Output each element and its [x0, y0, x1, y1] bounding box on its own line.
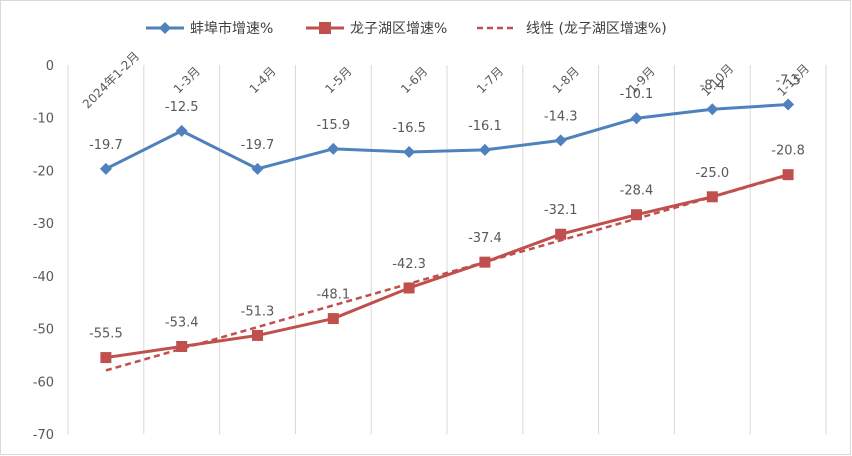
data-point-marker	[100, 352, 112, 364]
y-tick-label: -50	[33, 323, 54, 338]
data-point-marker	[403, 282, 415, 294]
x-category-label: 1-6月	[398, 64, 430, 96]
data-label: -19.7	[89, 138, 123, 153]
data-label: -8.4	[700, 78, 725, 93]
y-tick-label: -40	[33, 270, 54, 285]
x-category-label: 1-8月	[550, 64, 582, 96]
data-label: -16.5	[392, 121, 426, 136]
data-label: -7.5	[775, 74, 800, 89]
data-point-marker	[479, 256, 491, 268]
data-point-marker	[252, 329, 263, 341]
legend-label-series-2: 龙子湖区增速%	[350, 21, 447, 37]
data-point-marker	[782, 169, 794, 181]
data-point-marker	[251, 162, 264, 175]
legend: 蚌埠市增速% 龙子湖区增速% 线性 (龙子湖区增速%)	[146, 20, 667, 37]
data-label: -42.3	[392, 257, 426, 272]
data-label: -19.7	[241, 138, 275, 153]
plot-area: 0 -10 -20 -30 -40 -50 -60 -70 2024年1-2月 1-3月 1-4月 1…	[33, 49, 827, 443]
data-point-marker	[706, 191, 718, 203]
data-point-marker	[403, 145, 416, 158]
data-point-marker	[176, 340, 188, 352]
legend-label-series-1: 蚌埠市增速%	[190, 20, 273, 37]
y-tick-label: 0	[46, 59, 54, 74]
data-label: -32.1	[544, 203, 578, 218]
y-tick-label: -20	[33, 164, 54, 179]
data-point-marker	[478, 143, 491, 156]
x-category-label: 1-4月	[247, 64, 279, 96]
data-label: -14.3	[544, 109, 578, 124]
series-line-1	[105, 103, 789, 171]
data-point-marker	[327, 313, 339, 325]
data-point-marker	[555, 228, 567, 240]
data-point-marker	[554, 134, 567, 147]
data-label: -20.8	[771, 144, 805, 159]
data-label: -55.5	[89, 327, 123, 342]
y-tick-label: -10	[33, 112, 54, 127]
legend-label-trendline: 线性 (龙子湖区增速%)	[526, 21, 667, 37]
legend-diamond-marker-icon	[159, 22, 171, 34]
y-tick-label: -30	[33, 217, 54, 232]
legend-square-marker-icon	[319, 22, 331, 34]
data-label: -28.4	[620, 184, 654, 199]
data-point-marker	[782, 98, 795, 111]
data-label: -10.1	[620, 87, 654, 102]
data-label: -12.5	[165, 100, 199, 115]
data-label: -15.9	[316, 118, 350, 133]
x-category-label: 1-7月	[474, 64, 506, 96]
data-label: -48.1	[316, 288, 350, 303]
data-label: -37.4	[468, 231, 502, 246]
x-category-label: 2024年1-2月	[80, 49, 142, 111]
data-label: -51.3	[241, 304, 275, 319]
data-point-marker	[99, 162, 112, 175]
data-point-marker	[175, 124, 188, 137]
data-point-marker	[630, 112, 643, 125]
data-label: -25.0	[695, 166, 729, 181]
data-label: -53.4	[165, 315, 199, 330]
data-label: -16.1	[468, 119, 502, 134]
data-point-marker	[631, 209, 642, 221]
trendline	[105, 174, 789, 372]
x-category-label: 1-5月	[322, 64, 354, 96]
data-point-marker	[327, 142, 340, 155]
y-tick-label: -70	[33, 428, 54, 443]
series-line-2	[105, 173, 789, 360]
data-point-marker	[706, 103, 719, 116]
x-category-label: 1-3月	[171, 64, 203, 96]
y-tick-label: -60	[33, 375, 54, 390]
